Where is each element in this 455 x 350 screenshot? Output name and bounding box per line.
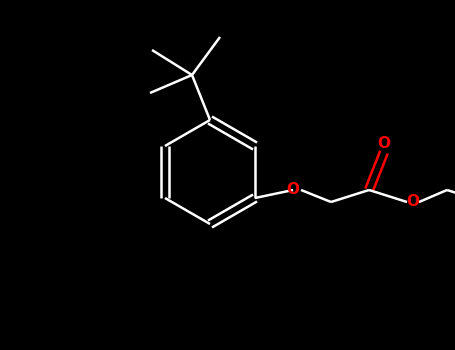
Text: O: O [406,195,420,210]
Text: O: O [287,182,299,197]
Text: O: O [378,136,390,152]
